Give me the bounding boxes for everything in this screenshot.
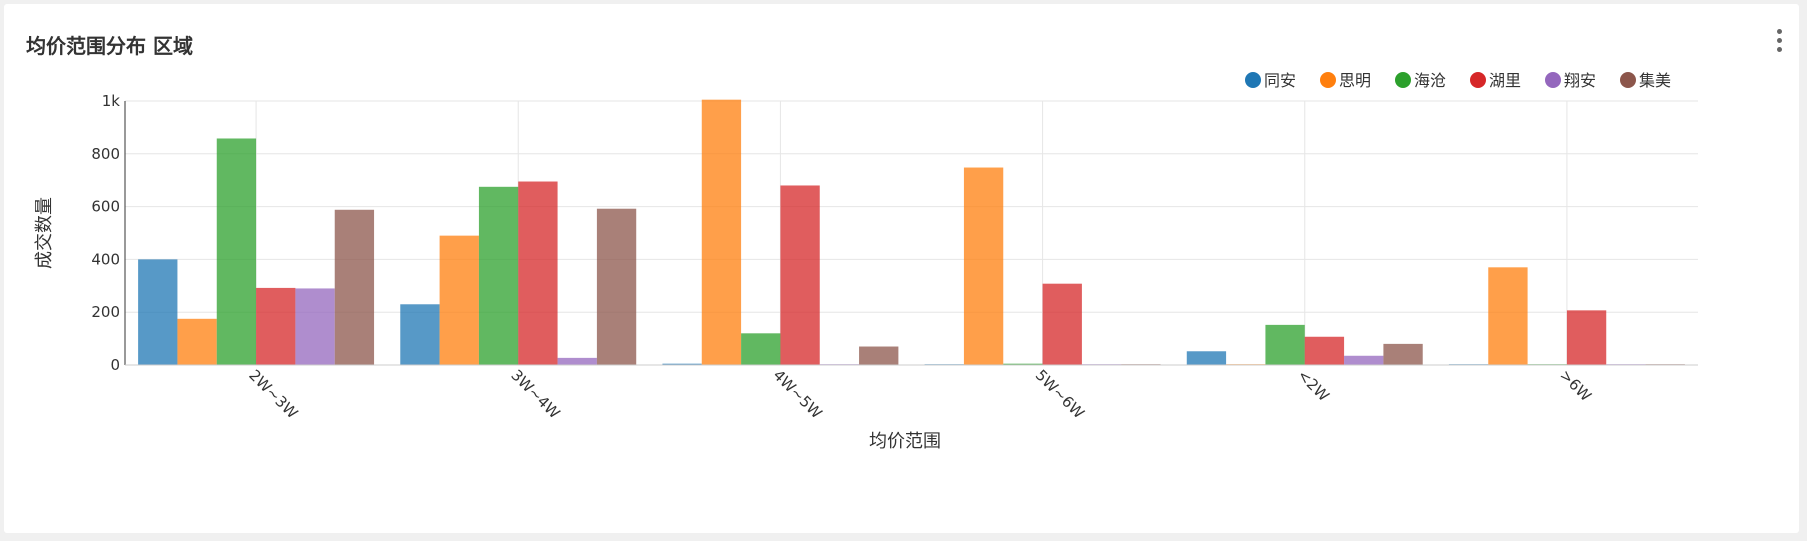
bar-湖里-2W~3W[interactable]	[256, 287, 296, 365]
card-title: 均价范围分布 区域	[26, 34, 193, 58]
legend-item[interactable]: 湖里	[1470, 71, 1521, 90]
bar-同安-2W~3W[interactable]	[138, 259, 178, 365]
bar-翔安-2W~3W[interactable]	[295, 288, 335, 365]
axes: 0 200 400 600 800 1k 2W~3W 3W~4W 4W~5W 5W~6W <2W >6…	[91, 92, 1698, 422]
legend[interactable]: 同安 思明 海沧 湖里 翔安 集美	[1245, 71, 1671, 90]
legend-swatch	[1245, 72, 1261, 88]
y-axis-title: 成交数量	[34, 197, 55, 269]
bar-海沧-<2W[interactable]	[1265, 324, 1305, 365]
bar-翔安-<2W[interactable]	[1344, 355, 1384, 365]
y-tick-label: 200	[91, 303, 120, 321]
legend-label: 海沧	[1414, 71, 1446, 90]
legend-label: 翔安	[1564, 71, 1596, 90]
y-tick-label: 0	[110, 356, 120, 374]
bar-湖里-5W~6W[interactable]	[1042, 283, 1082, 365]
y-tick-label: 600	[91, 198, 120, 216]
legend-swatch	[1470, 72, 1486, 88]
x-tick-label: >6W	[1556, 366, 1595, 405]
y-tick-label: 1k	[102, 92, 121, 110]
legend-label: 同安	[1264, 71, 1296, 90]
x-tick-label: 4W~5W	[770, 366, 826, 422]
bar-集美-2W~3W[interactable]	[334, 209, 375, 365]
bar-海沧-4W~5W[interactable]	[741, 333, 781, 365]
legend-swatch	[1545, 72, 1561, 88]
x-tick-label: <2W	[1294, 366, 1333, 405]
legend-item[interactable]: 集美	[1620, 71, 1671, 90]
bar-思明-5W~6W[interactable]	[963, 167, 1004, 365]
bar-湖里-3W~4W[interactable]	[518, 181, 558, 365]
bar-同安-4W~5W[interactable]	[662, 363, 702, 365]
legend-swatch	[1320, 72, 1336, 88]
bar-湖里-4W~5W[interactable]	[780, 185, 820, 365]
legend-label: 思明	[1339, 71, 1371, 90]
bar-集美-4W~5W[interactable]	[859, 346, 899, 365]
x-tick-label: 2W~3W	[245, 366, 301, 422]
bar-思明-4W~5W[interactable]	[701, 99, 742, 366]
bars	[138, 99, 1685, 366]
x-axis-title: 均价范围	[869, 431, 941, 452]
legend-item[interactable]: 翔安	[1545, 71, 1596, 90]
bar-集美-3W~4W[interactable]	[596, 208, 637, 365]
bar-集美-<2W[interactable]	[1383, 343, 1423, 365]
y-tick-label: 800	[91, 145, 120, 163]
legend-item[interactable]: 思明	[1320, 71, 1371, 90]
bar-同安-<2W[interactable]	[1186, 351, 1227, 365]
y-tick-label: 400	[91, 250, 120, 268]
x-tick-label: 5W~6W	[1032, 366, 1088, 422]
bar-思明->6W[interactable]	[1488, 267, 1528, 365]
bar-湖里->6W[interactable]	[1566, 310, 1607, 365]
bar-湖里-<2W[interactable]	[1304, 336, 1345, 365]
legend-item[interactable]: 海沧	[1395, 71, 1446, 90]
bar-海沧-2W~3W[interactable]	[216, 138, 257, 365]
x-tick-label: 3W~4W	[507, 366, 563, 422]
legend-label: 集美	[1639, 71, 1671, 90]
bar-思明-3W~4W[interactable]	[439, 235, 479, 365]
bar-翔安-3W~4W[interactable]	[557, 357, 597, 365]
legend-label: 湖里	[1489, 71, 1521, 90]
bar-同安-3W~4W[interactable]	[400, 304, 440, 365]
legend-item[interactable]: 同安	[1245, 71, 1296, 90]
legend-swatch	[1620, 72, 1636, 88]
legend-swatch	[1395, 72, 1411, 88]
more-options-icon[interactable]	[1774, 28, 1786, 58]
bar-海沧-3W~4W[interactable]	[478, 186, 519, 365]
bar-思明-2W~3W[interactable]	[177, 318, 217, 365]
bar-海沧-5W~6W[interactable]	[1003, 363, 1043, 365]
